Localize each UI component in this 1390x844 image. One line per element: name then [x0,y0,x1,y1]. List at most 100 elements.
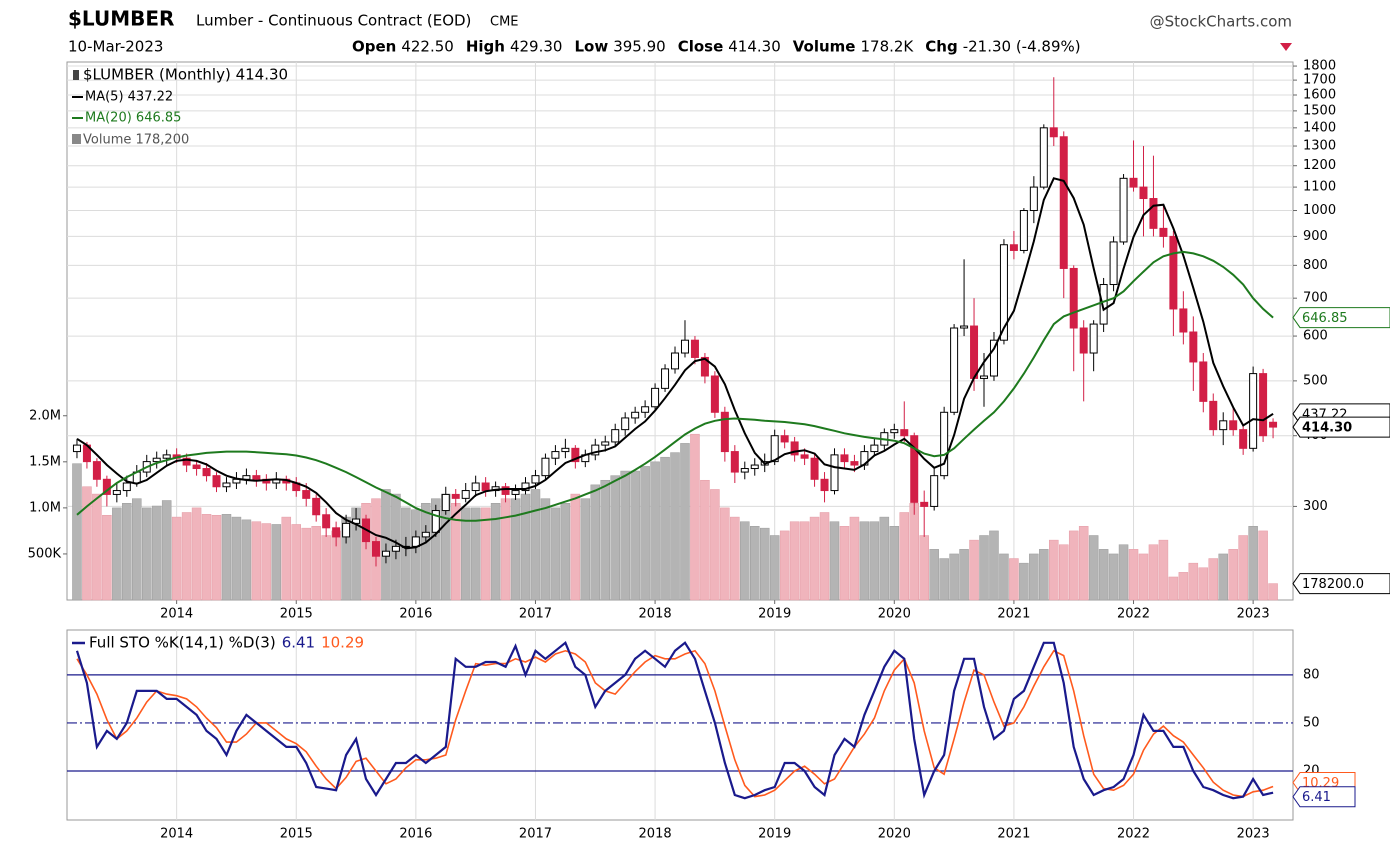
quote-label: Chg [925,38,957,56]
y-tick-label: 50 [1303,715,1320,730]
candle-body [920,501,929,507]
value-tag [1292,786,1356,808]
volume-bar [1198,567,1209,601]
candle-body [371,541,380,557]
volume-bar [670,452,680,601]
volume-bar [620,470,630,601]
y-tick-label: 700 [1303,291,1328,306]
volume-bar [221,514,232,601]
candle-body [312,497,321,516]
candle-body [1159,227,1168,237]
volume-bar [630,470,640,601]
x-tick-label: 2018 [639,827,672,842]
candle-body [1069,267,1078,329]
candle-body [730,451,739,473]
volume-bar [132,498,142,601]
candle-body [621,417,630,431]
volume-bar [1068,530,1079,601]
volume-bar [769,535,780,601]
volume-tick-label: 500K [28,546,62,561]
candle-body [1109,241,1118,286]
volume-bar [610,475,620,601]
volume-bar [1188,562,1199,601]
volume-bar [799,521,810,601]
candle-body [162,454,171,459]
volume-bar [530,489,541,601]
volume-bar [1049,539,1059,601]
x-tick-label: 2020 [878,607,911,622]
candle-body [980,375,989,379]
candle-body [770,435,779,463]
y-tick-label: 1600 [1303,88,1336,103]
candle-body [740,468,749,473]
candle-body [252,475,261,480]
volume-bar [640,466,650,601]
x-tick-label: 2021 [997,607,1030,622]
value-tag [1292,416,1390,438]
volume-bar [1208,558,1219,601]
candle-body [431,510,440,533]
candle-body [72,444,81,453]
volume-bar [72,463,82,601]
x-tick-label: 2021 [997,827,1030,842]
quote-value: 422.50 [401,38,454,56]
volume-bar [710,489,720,601]
legend-title: $LUMBER (Monthly) 414.30 [83,66,288,84]
volume-bar [1178,572,1189,601]
volume-bar [859,521,870,601]
candle-body [1129,177,1138,188]
legend-title: Full STO %K(14,1) %D(3) [89,634,276,652]
volume-bar [102,514,112,601]
volume-bar [789,521,800,601]
candle-body [541,457,550,477]
candle-body [651,387,660,408]
candle-body [302,490,311,499]
candle-body [391,545,400,552]
candle-body [222,482,231,488]
candle-body [950,327,959,413]
quote-value: 429.30 [510,38,563,56]
volume-bar [431,498,441,601]
volume-bar [779,530,790,601]
candle-body [471,482,480,492]
volume-bar [740,521,750,601]
x-tick-label: 2020 [878,827,911,842]
volume-bar [720,507,730,601]
candle-body [92,461,101,480]
candle-body [810,457,819,480]
volume-bar [550,507,561,601]
price-panel: 3004005006007008009001000110012001300140… [28,59,1390,622]
volume-bar [730,516,740,601]
candle-body [790,441,799,456]
candle-body [441,493,450,512]
candle-body [501,486,510,495]
volume-tick-label: 2.0M [29,408,61,423]
candle-body [890,429,899,434]
volume-bar [600,479,610,601]
volume-bar [311,526,321,601]
candle-body [1239,429,1248,449]
volume-bar [1039,549,1049,601]
candle-body [451,493,460,499]
volume-bar [979,535,989,601]
candle-body [112,490,121,495]
candle-body [1269,421,1278,428]
quote-value: 395.90 [613,38,666,56]
volume-bar [839,526,850,601]
quote-label: Close [678,38,724,56]
candle-body [411,536,420,547]
candle-body [900,429,909,437]
volume-bar [480,507,491,601]
volume-bar [909,503,919,601]
candle-body [551,451,560,459]
volume-bar [959,549,969,601]
ma-line [76,177,1274,550]
volume-tick-label: 1.0M [29,500,61,515]
volume-bar [122,503,132,601]
candle-body [820,478,829,492]
candle-body [780,435,789,443]
volume-bar [929,549,939,601]
candle-body [940,411,949,477]
x-tick-label: 2018 [639,607,672,622]
volume-bar [969,539,979,601]
